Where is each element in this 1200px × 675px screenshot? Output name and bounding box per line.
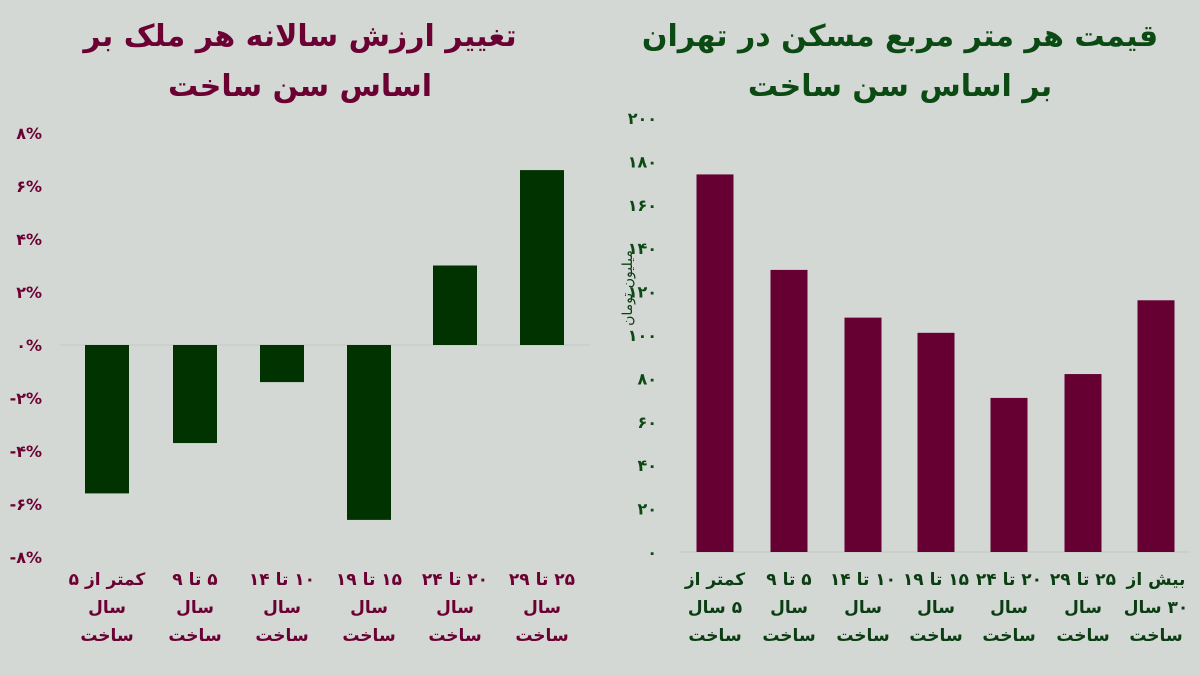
y-tick-label: ۰% [16, 336, 42, 355]
y-tick-label: ۶% [16, 177, 42, 196]
bar [347, 345, 391, 520]
y-tick-label: ۸۰ [637, 369, 657, 388]
y-tick-label: ۲۰۰ [628, 109, 657, 128]
bar [1137, 300, 1175, 552]
bar [917, 332, 955, 552]
bar [770, 269, 808, 552]
bar [85, 345, 129, 494]
y-tick-label: ۲۰ [637, 500, 657, 519]
y-tick-label: ۱۶۰ [628, 196, 657, 215]
bar [1064, 374, 1102, 552]
y-tick-label: ۴% [16, 230, 42, 249]
x-tick-label: ۱۰ تا ۱۴ سال ساخت [248, 570, 316, 646]
x-tick-label: کمتر از ۵ سال ساخت [68, 570, 146, 646]
x-tick-label: ۵ تا ۹ سال ساخت [168, 570, 222, 646]
y-tick-label: ۶۰ [637, 413, 657, 432]
bar [990, 397, 1028, 552]
x-tick-label: ۲۵ تا ۲۹ سال ساخت [508, 570, 576, 646]
x-tick-label: ۱۰ تا ۱۴ سال ساخت [829, 570, 897, 646]
y-tick-label: ۱۰۰ [628, 326, 657, 345]
y-tick-label: -۸% [10, 548, 42, 567]
y-tick-label: ۱۴۰ [628, 239, 657, 258]
bar [260, 345, 304, 383]
y-tick-label: -۲% [10, 389, 42, 408]
y-tick-label: ۱۸۰ [628, 152, 657, 171]
x-tick-label: ۵ تا ۹ سال ساخت [762, 570, 816, 646]
bar [173, 345, 217, 444]
y-tick-label: ۱۲۰ [628, 283, 657, 302]
y-tick-label: -۶% [10, 495, 42, 514]
right-chart-title: قیمت هر متر مربع مسکن در تهران بر اساس س… [641, 19, 1159, 104]
y-tick-label: ۲% [16, 283, 42, 302]
x-tick-label: ۲۰ تا ۲۴ سال ساخت [975, 570, 1043, 646]
y-tick-label: -۴% [10, 442, 42, 461]
x-tick-label: کمتر از ۵ سال ساخت [684, 570, 746, 646]
bar [696, 174, 734, 553]
x-tick-label: بیش از ۳۰ سال ساخت [1123, 570, 1189, 646]
x-tick-label: ۱۵ تا ۱۹ سال ساخت [335, 570, 403, 646]
y-tick-label: ۰ [647, 543, 657, 562]
bar [520, 170, 564, 345]
x-tick-label: ۱۵ تا ۱۹ سال ساخت [902, 570, 970, 646]
y-tick-label: ۴۰ [637, 456, 657, 475]
y-tick-label: ۸% [16, 124, 42, 143]
left-chart-title: تغییر ارزش سالانه هر ملک بر اساس سن ساخت [83, 19, 517, 104]
bar [844, 317, 882, 552]
bar [433, 265, 477, 345]
x-tick-label: ۲۰ تا ۲۴ سال ساخت [421, 570, 489, 646]
x-tick-label: ۲۵ تا ۲۹ سال ساخت [1049, 570, 1117, 646]
